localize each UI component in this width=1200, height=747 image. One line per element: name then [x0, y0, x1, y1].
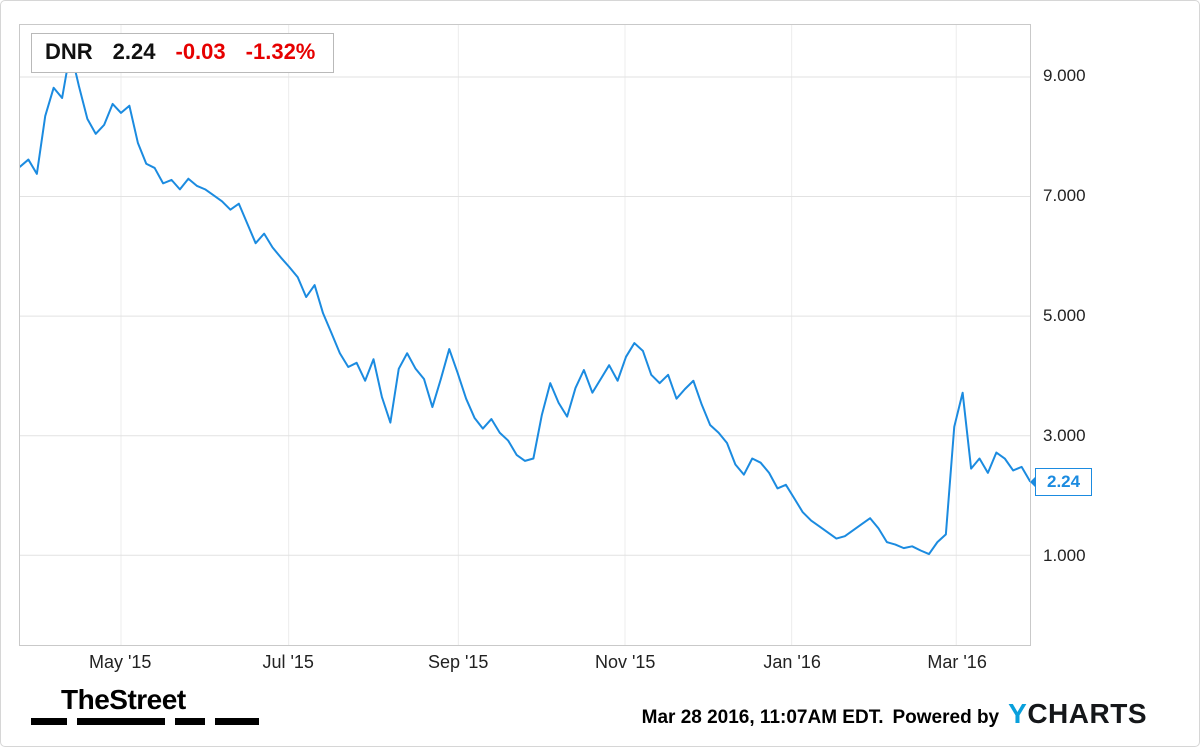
price-line-chart	[20, 25, 1030, 645]
price-change: -0.03	[175, 39, 226, 64]
last-price-callout: 2.24	[1029, 467, 1093, 496]
x-axis-label: Jul '15	[262, 652, 314, 672]
y-axis-label: 7.000	[1043, 186, 1086, 206]
ticker-symbol: DNR	[45, 39, 93, 64]
x-axis-label: Mar '16	[927, 652, 987, 672]
x-axis-label: Jan '16	[763, 652, 821, 672]
y-axis-label: 1.000	[1043, 546, 1086, 566]
y-axis-label: 5.000	[1043, 306, 1086, 326]
last-price: 2.24	[112, 39, 156, 64]
y-axis-label: 3.000	[1043, 426, 1086, 446]
last-price-callout-value: 2.24	[1047, 471, 1081, 491]
ycharts-logo-y: Y	[1008, 698, 1028, 729]
y-axis-label: 9.000	[1043, 66, 1086, 86]
chart-timestamp: Mar 28 2016, 11:07AM EDT.	[641, 707, 884, 728]
thestreet-logo-text: TheStreet	[61, 684, 186, 715]
ycharts-logo-rest: CHARTS	[1027, 698, 1147, 729]
plot-area: DNR 2.24 -0.03 -1.32%	[19, 24, 1031, 646]
thestreet-logo-bars	[31, 718, 259, 725]
x-axis-label: May '15	[88, 652, 152, 672]
footer-meta: Mar 28 2016, 11:07AM EDT. Powered by YCH…	[642, 698, 1147, 730]
powered-by-label: Powered by	[892, 707, 1000, 728]
legend: DNR 2.24 -0.03 -1.32%	[31, 33, 335, 73]
price-change-percent: -1.32%	[245, 39, 316, 64]
x-axis-label: Sep '15	[427, 652, 489, 672]
ycharts-logo: YCHARTS	[1008, 698, 1147, 730]
thestreet-logo: TheStreet	[31, 685, 259, 725]
x-axis-label: Nov '15	[594, 652, 656, 672]
